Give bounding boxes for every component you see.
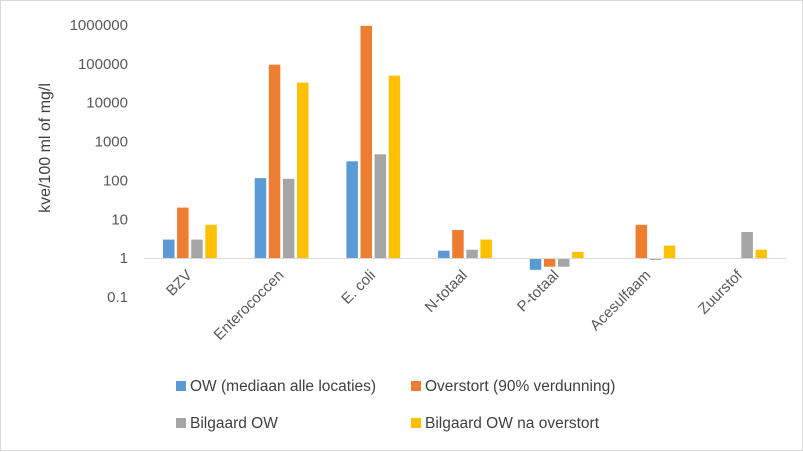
x-tick-label: E. coli (338, 267, 379, 308)
y-tick-label: 100 (103, 172, 128, 189)
legend-label: OW (mediaan alle locaties) (190, 378, 376, 395)
bar (297, 82, 309, 259)
bar (663, 245, 676, 259)
y-tick-label: 100000 (78, 56, 128, 73)
bar (205, 224, 217, 259)
x-tick-label: P-totaal (514, 267, 563, 316)
bar (438, 250, 450, 259)
legend: OW (mediaan alle locaties) Overstort (90%… (176, 378, 615, 432)
bar (177, 207, 189, 259)
bar (755, 249, 767, 259)
bar (360, 25, 372, 259)
bar (388, 75, 401, 259)
y-tick-labels: 0.1 1 10 100 1000 10000 100000 1000000 (70, 17, 128, 306)
x-tick-label: Enterococcen (211, 267, 288, 344)
bars (163, 25, 767, 270)
x-tick-label: BZV (163, 267, 196, 300)
bar (558, 258, 570, 267)
y-tick-label: 1000 (95, 134, 128, 151)
y-axis-title: kve/100 ml of mg/l (37, 83, 54, 213)
x-tick-label: Acesulfaam (587, 267, 654, 334)
bar (452, 230, 464, 259)
y-tick-label: 10000 (86, 95, 128, 112)
bar (741, 232, 753, 259)
bar (543, 258, 556, 267)
bar (346, 161, 358, 259)
legend-swatch (411, 381, 421, 391)
bar (529, 258, 542, 270)
legend-label: Overstort (90% verdunning) (425, 378, 615, 395)
bar (480, 239, 492, 259)
bar (268, 64, 281, 259)
legend-swatch (411, 418, 421, 428)
bar (282, 178, 295, 259)
x-tick-labels: BZV Enterococcen E. coli N-totaal P-totaal Ac… (163, 266, 747, 343)
bar (163, 239, 175, 259)
y-tick-label: 1 (120, 250, 128, 267)
bar (635, 224, 648, 259)
bar (466, 249, 478, 259)
y-tick-label: 1000000 (70, 17, 128, 34)
bar (572, 251, 584, 259)
x-tick-label: N-totaal (422, 267, 471, 316)
legend-label: Bilgaard OW na overstort (425, 415, 600, 432)
y-tick-label: 10 (111, 211, 128, 228)
y-tick-label: 0.1 (107, 289, 128, 306)
legend-swatch (176, 418, 186, 428)
bar (254, 178, 267, 259)
legend-swatch (176, 381, 186, 391)
bar (191, 239, 203, 259)
legend-label: Bilgaard OW (190, 415, 278, 432)
bar (374, 154, 387, 259)
x-tick-label: Zuurstof (695, 266, 747, 318)
